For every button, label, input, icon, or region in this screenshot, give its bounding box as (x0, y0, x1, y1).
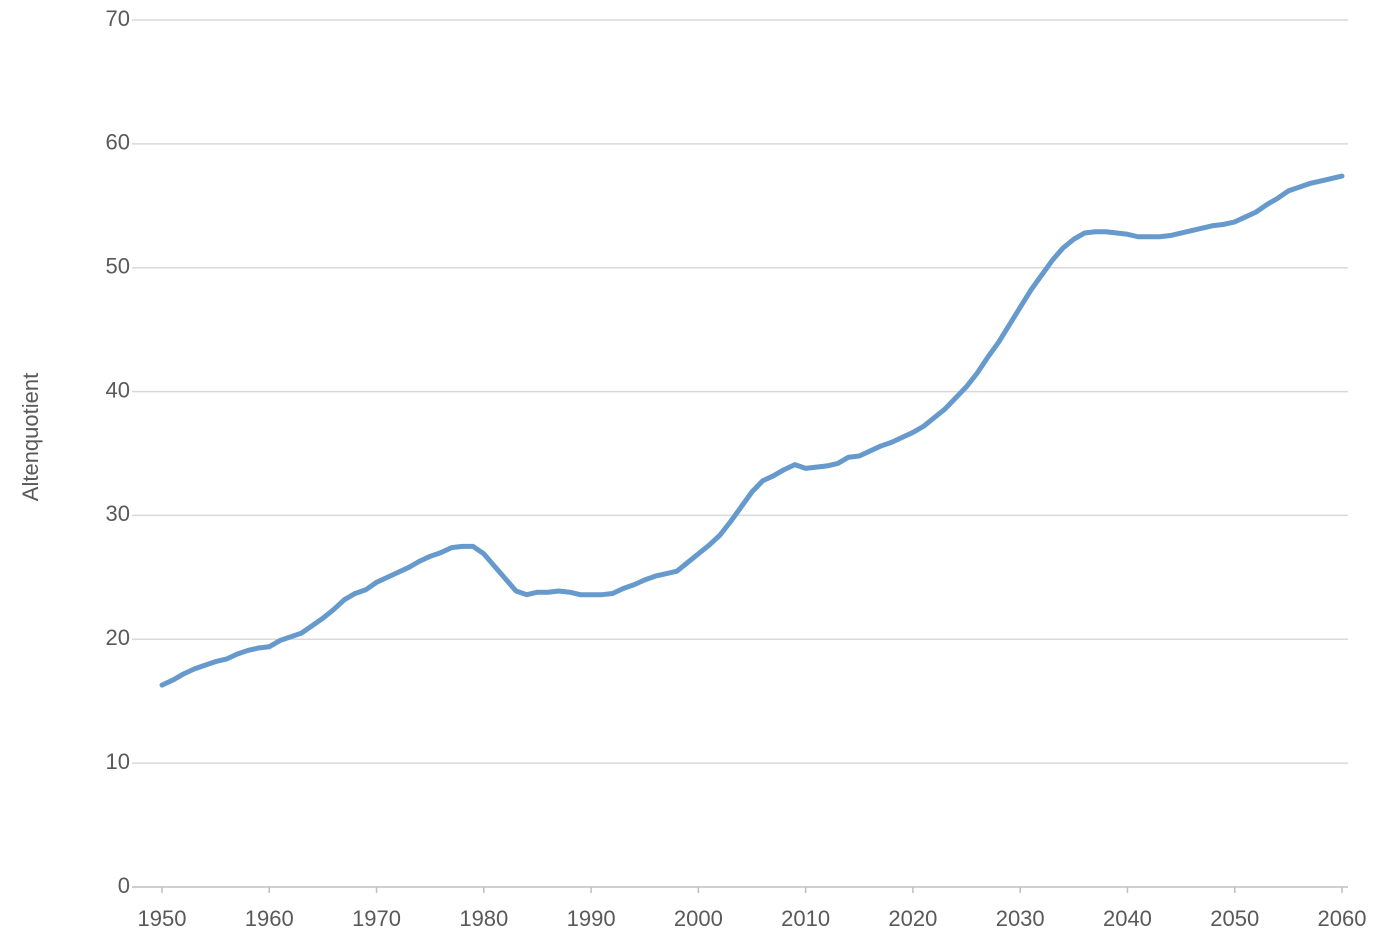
x-tick-label: 2060 (1318, 906, 1367, 931)
y-tick-label: 20 (106, 625, 130, 650)
x-tick-label: 2000 (674, 906, 723, 931)
x-tick-label: 1990 (567, 906, 616, 931)
x-tick-label: 1960 (245, 906, 294, 931)
y-tick-label: 50 (106, 254, 130, 279)
data-line (159, 173, 1345, 688)
x-tick-label: 2010 (781, 906, 830, 931)
y-axis-label: Altenquotient (18, 373, 43, 501)
x-tick-label: 2040 (1103, 906, 1152, 931)
x-tick-label: 1950 (138, 906, 187, 931)
x-tick-label: 2020 (888, 906, 937, 931)
x-tick-label: 1970 (352, 906, 401, 931)
y-tick-label: 60 (106, 130, 130, 155)
x-tick-label: 2050 (1210, 906, 1259, 931)
x-tick-label: 2030 (996, 906, 1045, 931)
y-tick-label: 30 (106, 501, 130, 526)
y-tick-label: 10 (106, 749, 130, 774)
y-tick-label: 0 (118, 873, 130, 898)
y-tick-label: 40 (106, 377, 130, 402)
x-tick-label: 1980 (459, 906, 508, 931)
y-tick-label: 70 (106, 6, 130, 31)
